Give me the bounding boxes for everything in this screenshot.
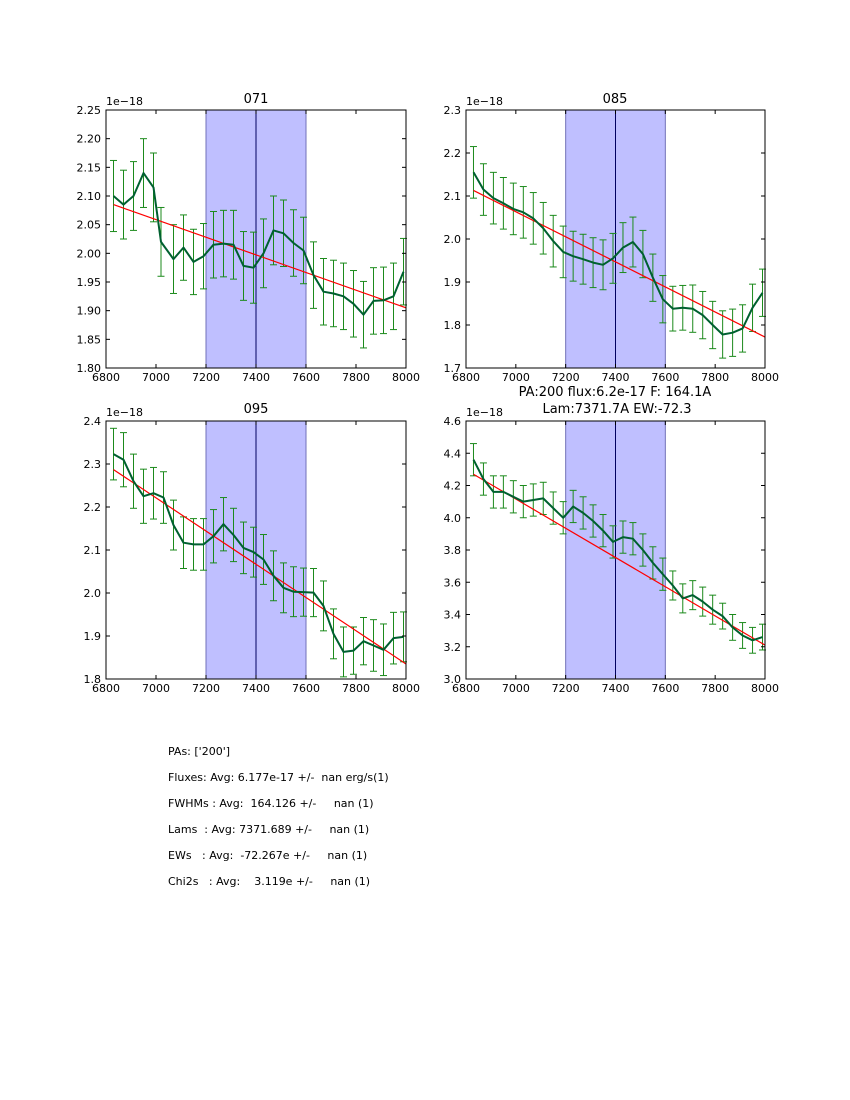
x-tick-label: 7800 [701, 682, 729, 695]
y-tick-label: 4.4 [444, 447, 462, 460]
x-tick-label: 7800 [342, 371, 370, 384]
y-tick-label: 1.85 [77, 333, 102, 346]
x-tick-label: 8000 [751, 371, 779, 384]
x-tick-label: 8000 [392, 682, 420, 695]
y-tick-label: 2.2 [444, 147, 462, 160]
x-tick-label: 7400 [242, 682, 270, 695]
y-tick-label: 4.0 [444, 512, 462, 525]
y-tick-label: 4.6 [444, 415, 462, 428]
y-tick-label: 2.3 [84, 458, 102, 471]
y-tick-label: 1.95 [77, 276, 102, 289]
x-tick-label: 6800 [92, 371, 120, 384]
y-tick-label: 2.0 [84, 587, 102, 600]
y-tick-label: 2.15 [77, 161, 102, 174]
x-tick-label: 7600 [651, 682, 679, 695]
x-tick-label: 7600 [292, 371, 320, 384]
stats-lams: Lams : Avg: 7371.689 +/- nan (1) [168, 823, 370, 836]
y-tick-label: 2.25 [77, 104, 102, 117]
y-tick-label: 1.8 [444, 319, 462, 332]
fit-line [473, 189, 766, 338]
subplot-085: 085 1e−18 6800 7000 7200 7400 7600 7800 8000 1.… [444, 92, 780, 384]
x-tick-label: 7000 [502, 371, 530, 384]
x-tick-label: 7800 [342, 682, 370, 695]
stats-fwhms: FWHMs : Avg: 164.126 +/- nan (1) [168, 797, 374, 810]
y-tick-label: 4.2 [444, 480, 462, 493]
x-tick-label: 8000 [392, 371, 420, 384]
stats-fluxes: Fluxes: Avg: 6.177e-17 +/- nan erg/s(1) [168, 771, 389, 784]
x-tick-label: 7400 [602, 371, 630, 384]
x-tick-label: 7400 [602, 682, 630, 695]
x-tick-label: 7200 [192, 682, 220, 695]
x-tick-label: 7200 [552, 371, 580, 384]
fit-line [473, 473, 766, 646]
data-series-line [472, 171, 764, 336]
subplot-title-line-2: Lam:7371.7A EW:-72.3 [542, 402, 691, 417]
x-tick-label: 6800 [452, 371, 480, 384]
y-tick-label: 1.9 [84, 630, 102, 643]
y-tick-label: 2.0 [444, 233, 462, 246]
subplot-title: 071 [244, 92, 269, 107]
x-tick-label: 7200 [192, 371, 220, 384]
y-offset-label: 1e−18 [466, 95, 503, 108]
y-tick-label: 1.80 [77, 362, 102, 375]
data-series-line [113, 453, 404, 653]
x-tick-label: 7600 [651, 371, 679, 384]
statistics-summary: PAs: ['200'] Fluxes: Avg: 6.177e-17 +/- … [168, 745, 389, 901]
y-tick-label: 2.1 [444, 190, 462, 203]
x-tick-label: 6800 [452, 682, 480, 695]
fit-line [113, 204, 407, 309]
x-tick-label: 7000 [502, 682, 530, 695]
x-tick-label: 7000 [142, 682, 170, 695]
y-tick-label: 1.7 [444, 362, 462, 375]
y-tick-label: 1.90 [77, 305, 102, 318]
stats-chi2s: Chi2s : Avg: 3.119e +/- nan (1) [168, 875, 371, 888]
data-series-line [112, 172, 405, 316]
y-tick-label: 3.4 [444, 609, 462, 622]
x-tick-label: 8000 [751, 682, 779, 695]
x-tick-label: 7200 [552, 682, 580, 695]
fit-line [113, 469, 407, 665]
data-series-line [472, 459, 763, 642]
subplot-pa200: PA:200 flux:6.2e-17 F: 164.1A Lam:7371.7… [444, 385, 780, 695]
y-offset-label: 1e−18 [106, 406, 143, 419]
x-tick-label: 7400 [242, 371, 270, 384]
subplot-title-line-1: PA:200 flux:6.2e-17 F: 164.1A [519, 385, 712, 400]
stats-pas: PAs: ['200'] [168, 745, 231, 758]
x-tick-label: 7000 [142, 371, 170, 384]
y-tick-label: 3.2 [444, 641, 462, 654]
y-tick-label: 2.3 [444, 104, 462, 117]
y-tick-label: 1.9 [444, 276, 462, 289]
y-tick-label: 3.6 [444, 576, 462, 589]
y-tick-label: 2.2 [84, 501, 102, 514]
y-tick-label: 2.00 [77, 247, 102, 260]
y-tick-label: 3.0 [444, 673, 462, 686]
x-tick-label: 7800 [701, 371, 729, 384]
y-tick-label: 3.8 [444, 544, 462, 557]
subplot-title: 085 [603, 92, 628, 107]
y-tick-label: 2.10 [77, 190, 102, 203]
x-tick-label: 6800 [92, 682, 120, 695]
stats-ews: EWs : Avg: -72.267e +/- nan (1) [168, 849, 368, 862]
subplot-095: 095 1e−18 6800 7000 7200 7400 7600 7800 8000 1.… [84, 402, 421, 695]
y-tick-label: 1.8 [84, 673, 102, 686]
subplot-071: 071 1e−18 6800 7000 7200 7400 7600 7800 8000 1.… [77, 92, 421, 384]
subplot-title: 095 [244, 402, 269, 417]
y-offset-label: 1e−18 [466, 406, 503, 419]
x-tick-label: 7600 [292, 682, 320, 695]
y-tick-label: 2.4 [84, 415, 102, 428]
y-tick-label: 2.20 [77, 133, 102, 146]
y-offset-label: 1e−18 [106, 95, 143, 108]
y-tick-label: 2.05 [77, 219, 102, 232]
y-tick-label: 2.1 [84, 544, 102, 557]
